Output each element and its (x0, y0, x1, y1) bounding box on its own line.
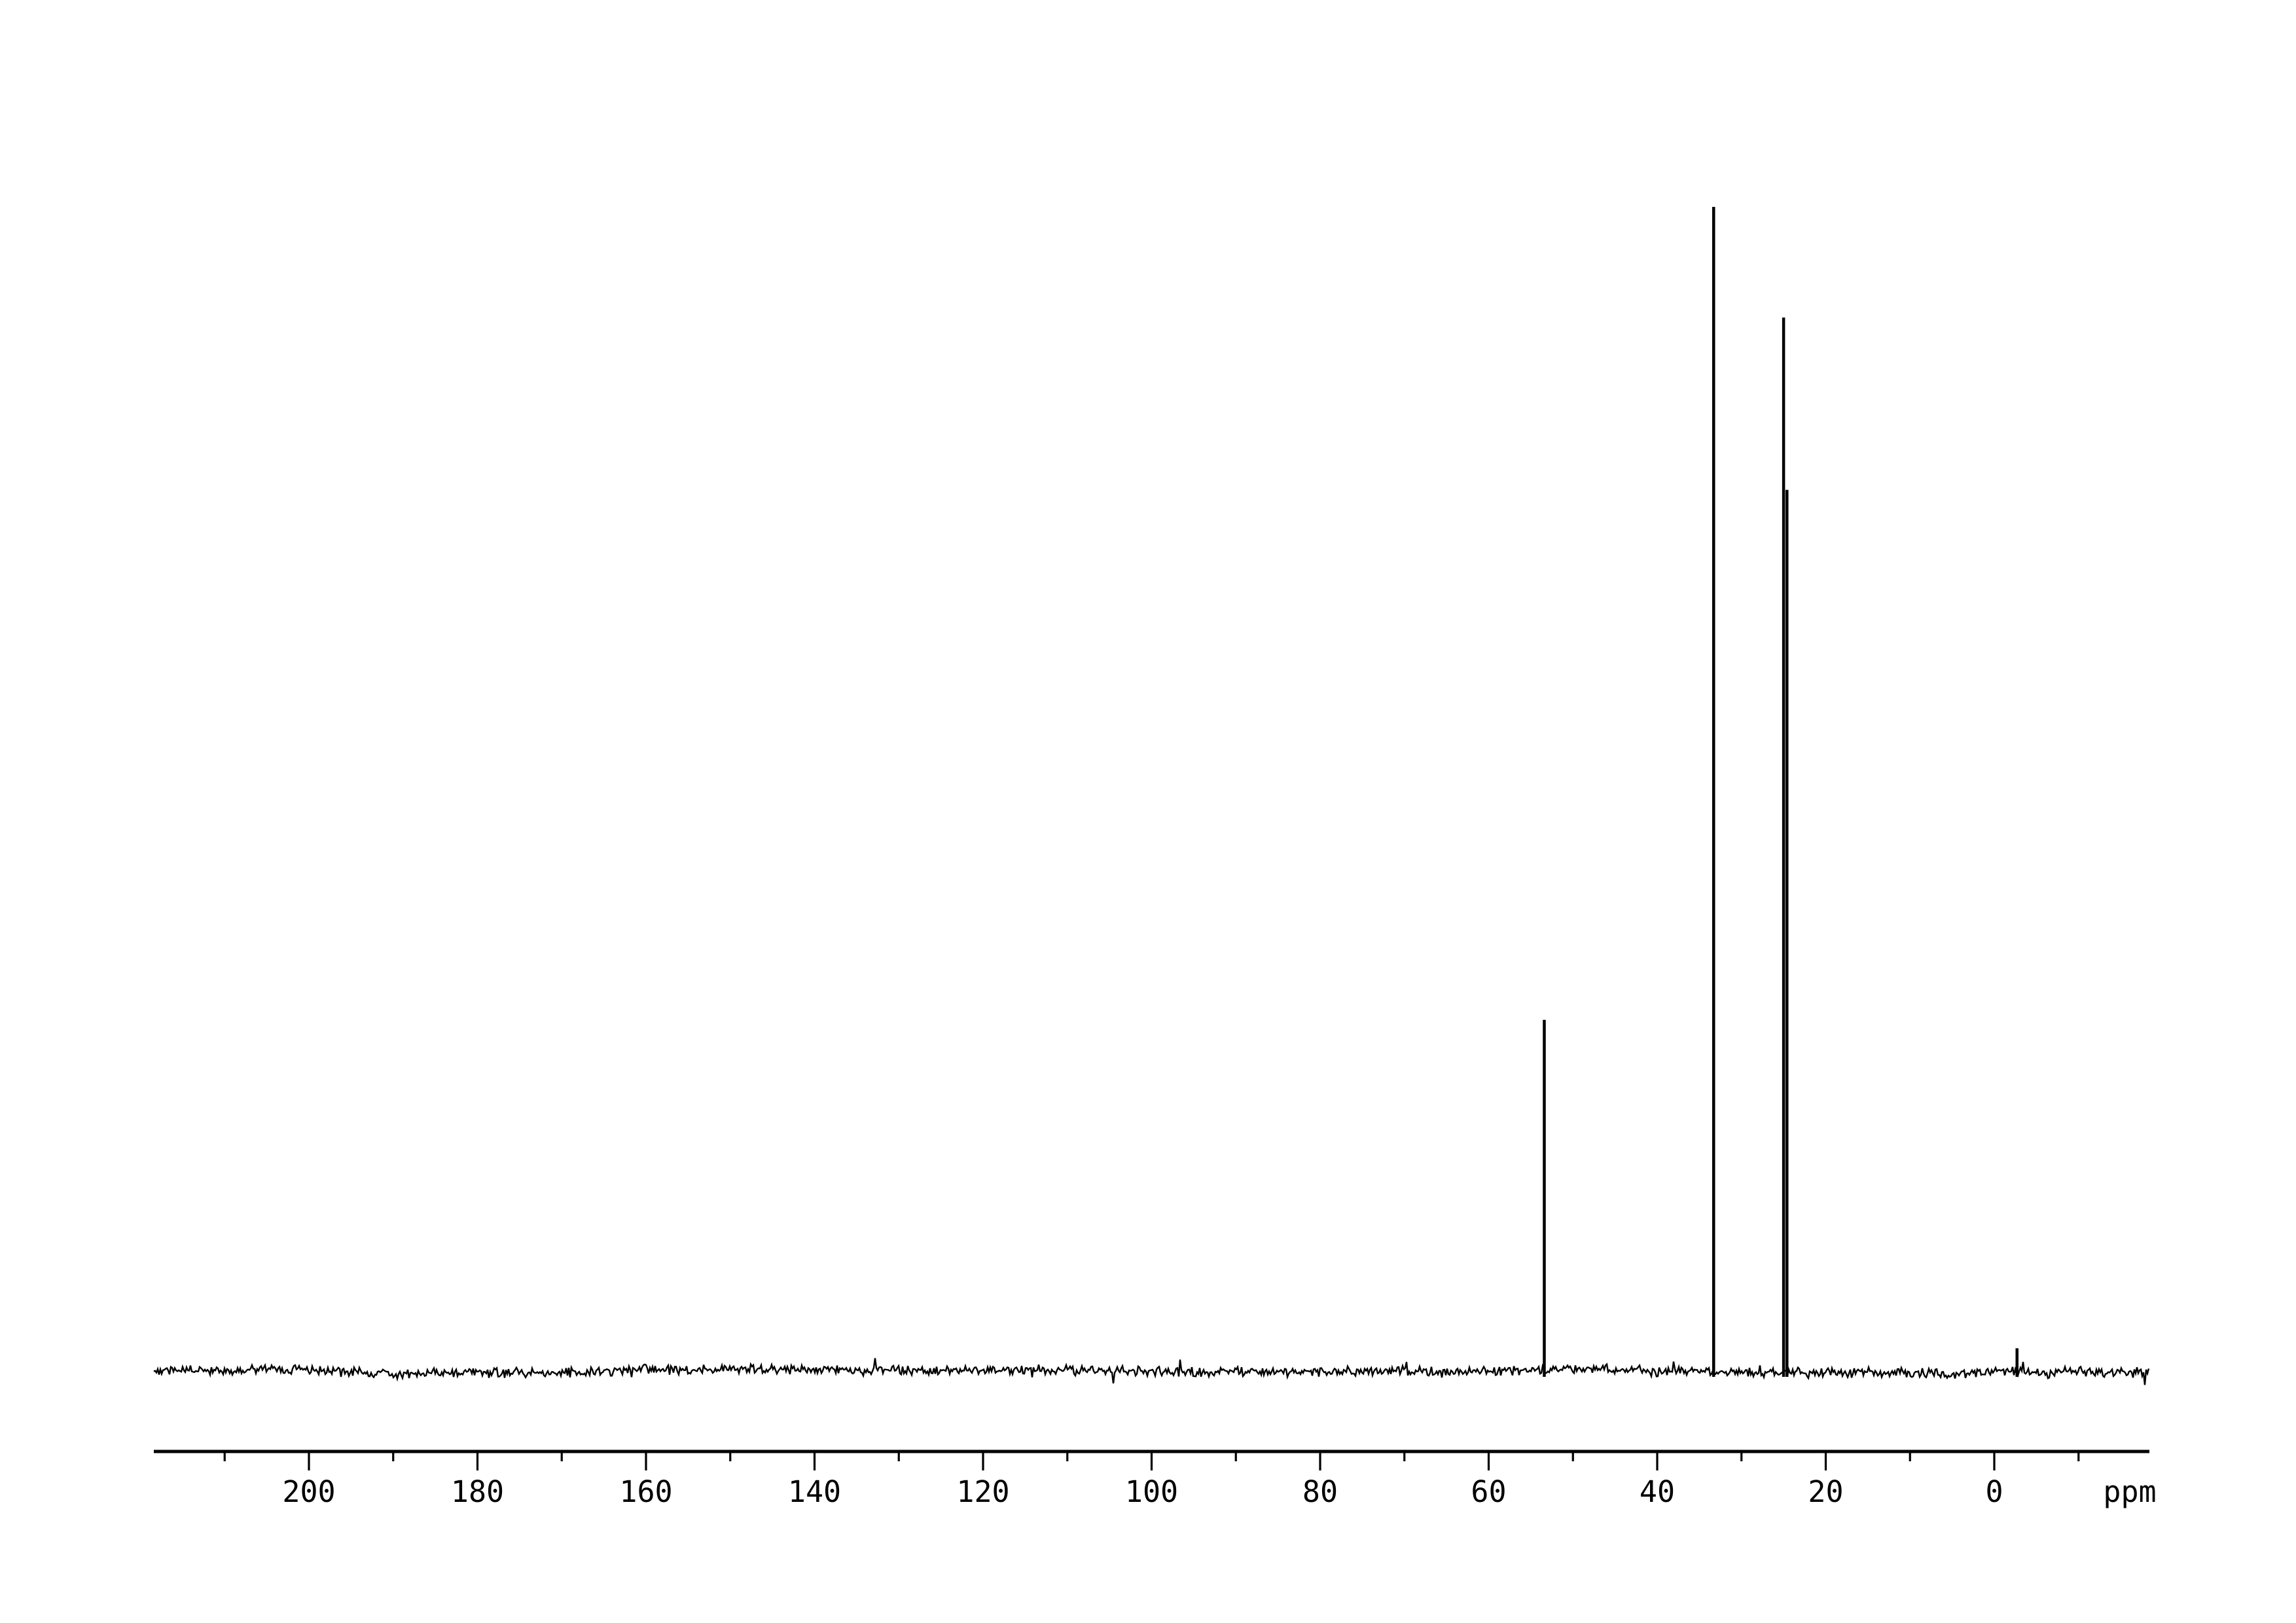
noise-trace (153, 1358, 2150, 1385)
spectrum-trace-group (153, 1358, 2150, 1385)
x-axis-tick-labels: 200 180 160 140 120 100 80 60 40 20 0 (282, 1474, 2003, 1509)
x-axis-unit-label: ppm (2103, 1474, 2156, 1509)
x-axis-tick-label: 40 (1640, 1474, 1675, 1509)
x-axis (154, 1450, 2149, 1470)
x-axis-tick-label: 180 (451, 1474, 504, 1509)
x-axis-tick-label: 200 (282, 1474, 335, 1509)
x-axis-tick-label: 80 (1302, 1474, 1338, 1509)
x-axis-tick-label: 160 (619, 1474, 672, 1509)
x-axis-tick-label: 0 (1985, 1474, 2003, 1509)
spectrum-peaks-group (1543, 207, 2019, 1377)
x-axis-tick-label: 100 (1125, 1474, 1178, 1509)
x-axis-tick-label: 60 (1471, 1474, 1506, 1509)
x-axis-tick-label: 20 (1808, 1474, 1843, 1509)
x-axis-tick-label: 120 (956, 1474, 1009, 1509)
x-axis-tick-label: 140 (788, 1474, 841, 1509)
